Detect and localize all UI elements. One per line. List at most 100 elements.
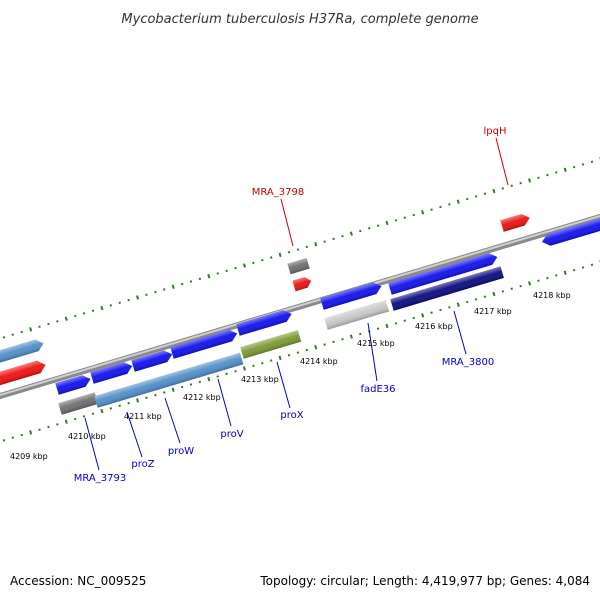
inner-tick-track	[2, 260, 600, 442]
inner-tick	[492, 291, 496, 297]
gene-label[interactable]: fadE36	[360, 384, 395, 395]
gene-blue-6	[320, 282, 382, 310]
gene-label[interactable]: proV	[220, 429, 243, 440]
scale-label: 4210 kbp	[68, 432, 106, 441]
outer-tick	[100, 305, 104, 311]
inner-tick	[430, 311, 433, 314]
inner-tick	[198, 380, 202, 384]
scale-label: 4215 kbp	[357, 339, 395, 348]
inner-tick	[483, 295, 487, 298]
inner-tick	[394, 322, 398, 325]
outer-tick	[555, 171, 558, 174]
inner-tick	[403, 319, 407, 322]
inner-tick	[572, 268, 576, 272]
scale-label: 4212 kbp	[183, 393, 221, 402]
inner-tick	[278, 355, 282, 361]
gene-lpqh	[500, 213, 530, 232]
gene-prox	[240, 330, 302, 359]
gene-blue-2	[90, 362, 133, 384]
gene-blue-3	[131, 350, 173, 372]
gene-mra3793	[58, 392, 99, 415]
inner-tick	[73, 417, 77, 421]
inner-tick	[412, 316, 415, 320]
gene-blue-7	[388, 253, 498, 295]
outer-tick	[207, 273, 211, 279]
outer-tick	[296, 248, 300, 251]
inner-tick	[64, 419, 68, 424]
inner-tick	[47, 425, 50, 429]
inner-tick	[269, 359, 273, 362]
gene-label[interactable]: MRA_3800	[442, 357, 494, 368]
outer-tick	[430, 208, 433, 211]
leader-line	[453, 310, 467, 355]
outer-tick	[136, 295, 140, 300]
outer-tick	[38, 325, 41, 328]
gene-label[interactable]: proW	[168, 446, 194, 457]
outer-tick	[47, 322, 50, 326]
map-title: Mycobacterium tuberculosis H37Ra, comple…	[121, 12, 478, 27]
accession-text: Accession: NC_009525	[10, 574, 147, 588]
gene-red-left	[0, 360, 46, 389]
inner-tick	[171, 387, 175, 393]
outer-tick	[359, 229, 362, 233]
inner-tick	[474, 298, 478, 301]
gene-prow	[94, 352, 244, 408]
outer-tick	[216, 272, 219, 275]
inner-tick	[359, 332, 362, 336]
outer-tick	[20, 330, 23, 334]
gene-label[interactable]: MRA_3798	[252, 187, 304, 198]
inner-tick	[242, 366, 246, 371]
leader-line	[367, 322, 378, 382]
inner-tick	[2, 439, 6, 442]
outer-tick	[234, 266, 237, 270]
outer-tick	[145, 293, 148, 297]
inner-tick	[29, 430, 33, 435]
scale-label: 4217 kbp	[474, 307, 512, 316]
inner-tick	[154, 393, 157, 397]
inner-tick	[510, 287, 513, 290]
inner-tick	[56, 423, 59, 426]
scale-label: 4218 kbp	[533, 291, 571, 300]
outer-tick	[528, 178, 532, 183]
inner-tick	[118, 404, 121, 408]
gene-blue-4	[170, 329, 238, 359]
gene-blue-1	[55, 375, 91, 395]
gene-label[interactable]: proZ	[131, 459, 154, 470]
leader-line	[126, 411, 143, 458]
outer-tick	[412, 213, 415, 217]
inner-tick	[180, 385, 184, 389]
inner-tick	[82, 415, 86, 418]
inner-tick	[296, 351, 300, 354]
inner-tick	[323, 343, 326, 346]
outer-tick	[394, 219, 398, 222]
gene-fade36	[324, 299, 390, 330]
inner-tick	[91, 412, 95, 415]
label-leader-lines	[84, 137, 509, 471]
scale-label: 4213 kbp	[241, 375, 279, 384]
gene-label[interactable]: proX	[280, 410, 303, 421]
leader-line	[84, 417, 100, 471]
gene-label[interactable]: lpqH	[484, 126, 507, 137]
inner-tick	[11, 436, 15, 439]
inner-tick	[376, 327, 380, 330]
inner-tick	[456, 302, 460, 307]
outer-tick	[154, 290, 157, 294]
inner-tick	[546, 276, 549, 280]
outer-tick-track	[2, 157, 600, 339]
inner-tick	[563, 270, 567, 275]
scale-label: 4209 kbp	[10, 452, 48, 461]
inner-tick	[349, 334, 353, 339]
inner-tick	[332, 340, 335, 344]
scale-label: 4216 kbp	[415, 322, 453, 331]
inner-tick	[287, 353, 291, 357]
gene-blue-5	[236, 310, 292, 336]
inner-tick	[448, 306, 451, 309]
scale-label: 4211 kbp	[124, 412, 162, 421]
gene-label[interactable]: MRA_3793	[74, 473, 126, 484]
inner-tick	[421, 313, 425, 318]
leader-line	[164, 397, 181, 444]
inner-tick	[207, 376, 211, 382]
outer-tick	[323, 240, 326, 243]
outer-tick	[501, 187, 505, 190]
outer-tick	[269, 256, 273, 259]
